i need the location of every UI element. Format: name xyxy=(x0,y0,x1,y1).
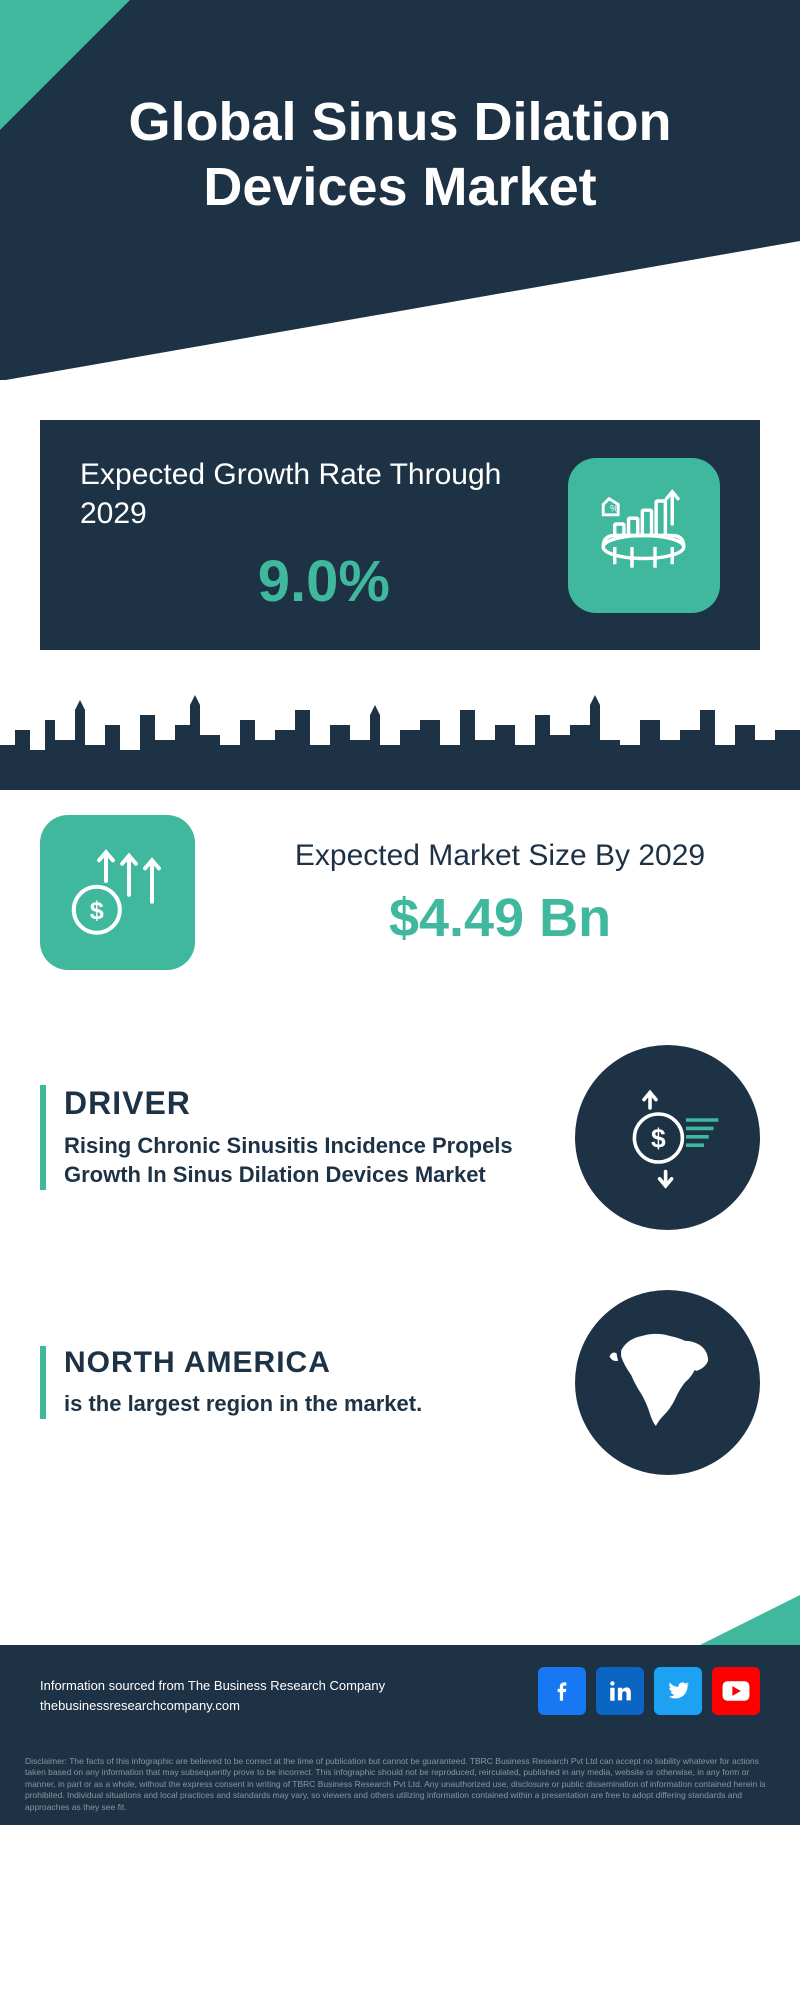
region-map-icon xyxy=(575,1290,760,1475)
header-diagonal-cut xyxy=(0,241,800,380)
footer-source: Information sourced from The Business Re… xyxy=(40,1676,385,1696)
market-text-block: Expected Market Size By 2029 $4.49 Bn xyxy=(240,836,760,949)
region-panel: NORTH AMERICA is the largest region in t… xyxy=(0,1260,800,1525)
region-text-block: NORTH AMERICA is the largest region in t… xyxy=(40,1346,545,1419)
growth-text-block: Expected Growth Rate Through 2029 9.0% xyxy=(80,455,568,615)
facebook-icon[interactable] xyxy=(538,1667,586,1715)
footer-content: Information sourced from The Business Re… xyxy=(40,1667,760,1715)
social-icons-row xyxy=(538,1667,760,1715)
svg-text:$: $ xyxy=(90,897,104,925)
driver-circle-icon: $ xyxy=(575,1045,760,1230)
growth-value: 9.0% xyxy=(80,548,568,615)
driver-title: DRIVER xyxy=(64,1085,545,1122)
page-title: Global Sinus Dilation Devices Market xyxy=(0,90,800,220)
twitter-icon[interactable] xyxy=(654,1667,702,1715)
footer-attribution: Information sourced from The Business Re… xyxy=(40,1676,385,1715)
market-label: Expected Market Size By 2029 xyxy=(240,836,760,875)
disclaimer-text: Disclaimer: The facts of this infographi… xyxy=(25,1756,775,1813)
svg-text:$: $ xyxy=(651,1123,666,1153)
market-value: $4.49 Bn xyxy=(240,887,760,949)
footer-website: thebusinessresearchcompany.com xyxy=(40,1696,385,1716)
market-size-panel: $ Expected Market Size By 2029 $4.49 Bn xyxy=(0,790,800,1015)
region-description: is the largest region in the market. xyxy=(64,1390,545,1419)
growth-chart-icon: % xyxy=(568,458,720,613)
driver-panel: DRIVER Rising Chronic Sinusitis Incidenc… xyxy=(0,1015,800,1260)
driver-text-block: DRIVER Rising Chronic Sinusitis Incidenc… xyxy=(40,1085,545,1189)
region-title: NORTH AMERICA xyxy=(64,1346,545,1380)
linkedin-icon[interactable] xyxy=(596,1667,644,1715)
driver-description: Rising Chronic Sinusitis Incidence Prope… xyxy=(64,1132,545,1189)
svg-text:%: % xyxy=(611,503,619,513)
youtube-icon[interactable] xyxy=(712,1667,760,1715)
city-skyline-divider xyxy=(0,690,800,790)
infographic-container: Global Sinus Dilation Devices Market Exp… xyxy=(0,0,800,1825)
header-section: Global Sinus Dilation Devices Market xyxy=(0,0,800,380)
growth-rate-panel: Expected Growth Rate Through 2029 9.0% % xyxy=(40,420,760,650)
market-growth-icon: $ xyxy=(40,815,195,970)
footer-section: Information sourced from The Business Re… xyxy=(0,1595,800,1825)
growth-label: Expected Growth Rate Through 2029 xyxy=(80,455,568,533)
